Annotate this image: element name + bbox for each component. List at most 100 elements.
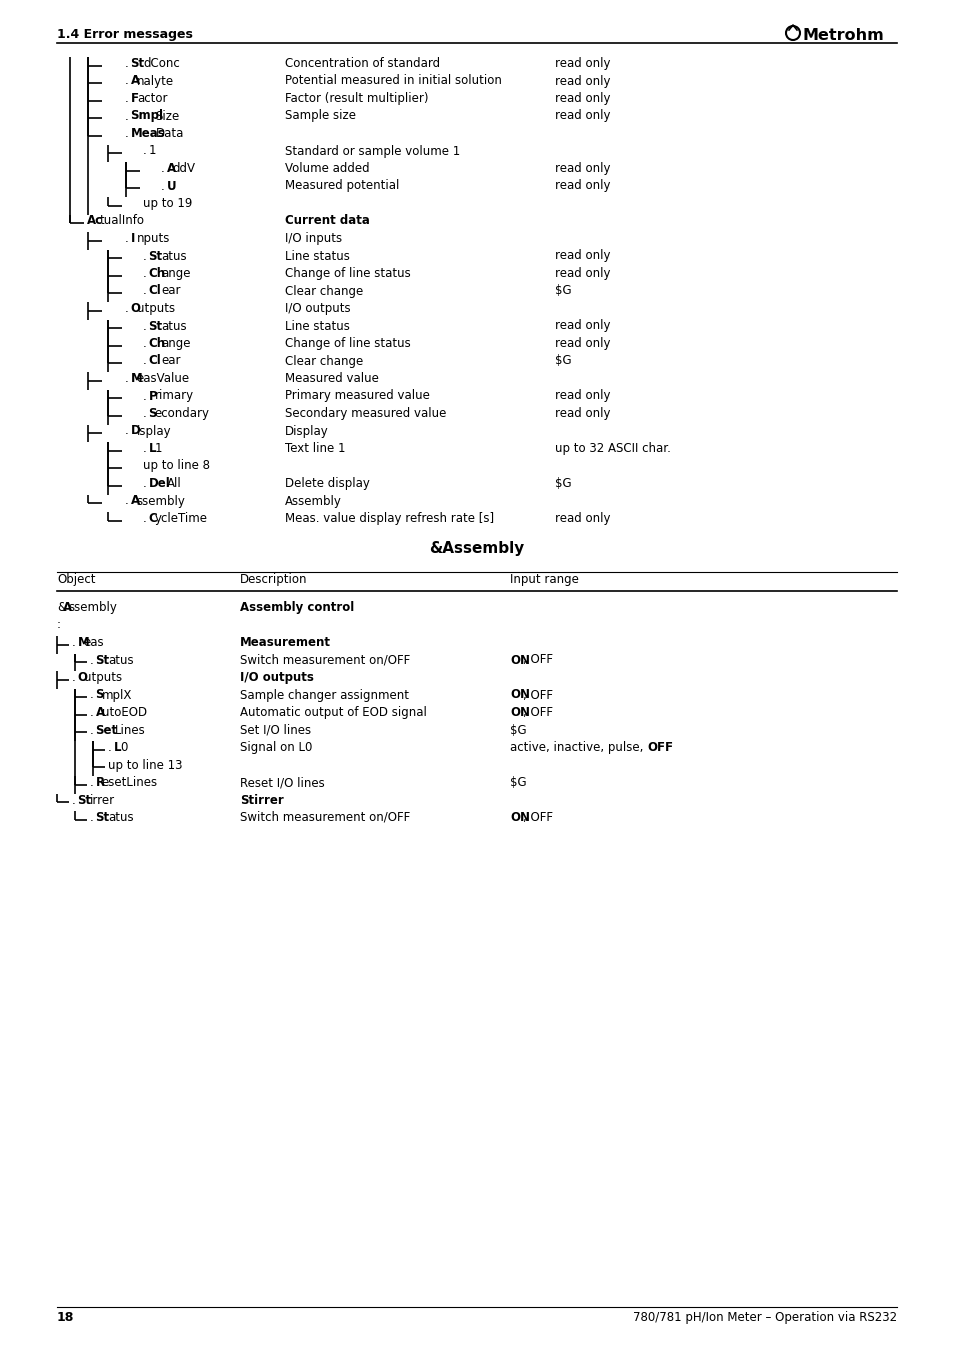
Text: Standard or sample volume 1: Standard or sample volume 1 (285, 145, 459, 158)
Text: read only: read only (555, 57, 610, 70)
Text: Volume added: Volume added (285, 162, 369, 176)
Text: nalyte: nalyte (136, 74, 173, 88)
Text: All: All (167, 477, 182, 490)
Text: St: St (77, 793, 91, 807)
Text: S: S (95, 689, 104, 701)
Text: utputs: utputs (136, 303, 174, 315)
Text: .: . (71, 671, 75, 684)
Text: Primary measured value: Primary measured value (285, 389, 430, 403)
Text: .: . (143, 336, 147, 350)
Text: mplX: mplX (102, 689, 132, 701)
Text: &: & (57, 601, 66, 613)
Text: read only: read only (555, 162, 610, 176)
Text: A: A (131, 74, 139, 88)
Text: .: . (143, 389, 147, 403)
Text: Clear change: Clear change (285, 285, 363, 297)
Text: .: . (108, 740, 112, 754)
Text: read only: read only (555, 250, 610, 262)
Text: Set: Set (95, 724, 117, 736)
Text: I/O inputs: I/O inputs (285, 232, 342, 245)
Text: atus: atus (108, 811, 133, 824)
Text: .: . (125, 92, 129, 105)
Text: .: . (90, 707, 93, 719)
Text: D: D (131, 424, 140, 438)
Text: OFF: OFF (647, 740, 673, 754)
Text: Ch: Ch (149, 336, 166, 350)
Text: Meas. value display refresh rate [s]: Meas. value display refresh rate [s] (285, 512, 494, 526)
Text: .: . (90, 724, 93, 736)
Text: Measurement: Measurement (240, 636, 331, 648)
Text: ON: ON (510, 811, 530, 824)
Text: read only: read only (555, 92, 610, 105)
Text: ange: ange (161, 336, 191, 350)
Text: Switch measurement on/OFF: Switch measurement on/OFF (240, 654, 410, 666)
Text: Smpl: Smpl (131, 109, 163, 123)
Text: Description: Description (240, 574, 307, 586)
Text: ear: ear (161, 285, 180, 297)
Text: up to line 13: up to line 13 (108, 758, 182, 771)
Text: Sample size: Sample size (285, 109, 355, 123)
Text: O: O (131, 303, 140, 315)
Text: O: O (77, 671, 88, 684)
Text: tualInfo: tualInfo (99, 215, 145, 227)
Text: atus: atus (161, 250, 187, 262)
Text: .: . (143, 285, 147, 297)
Text: St: St (95, 811, 110, 824)
Text: , OFF: , OFF (522, 654, 552, 666)
Text: Secondary measured value: Secondary measured value (285, 407, 446, 420)
Text: Current data: Current data (285, 215, 370, 227)
Text: Size: Size (155, 109, 180, 123)
Text: .: . (143, 442, 147, 455)
Text: read only: read only (555, 319, 610, 332)
Text: Del: Del (149, 477, 170, 490)
Text: ssembly: ssembly (136, 494, 186, 508)
Text: read only: read only (555, 267, 610, 280)
Text: Cl: Cl (149, 285, 161, 297)
Text: C: C (149, 512, 157, 526)
Text: .: . (125, 232, 129, 245)
Text: .: . (143, 250, 147, 262)
Text: Ch: Ch (149, 267, 166, 280)
Text: ear: ear (161, 354, 180, 367)
Text: .: . (90, 689, 93, 701)
Text: ON: ON (510, 654, 530, 666)
Text: isplay: isplay (136, 424, 172, 438)
Text: .: . (90, 654, 93, 666)
Text: Assembly: Assembly (285, 494, 341, 508)
Text: Clear change: Clear change (285, 354, 363, 367)
Text: .: . (71, 636, 75, 648)
Text: M: M (131, 372, 142, 385)
Text: .: . (71, 793, 75, 807)
Text: Data: Data (155, 127, 184, 141)
Text: .: . (143, 512, 147, 526)
Text: .: . (90, 811, 93, 824)
Text: read only: read only (555, 407, 610, 420)
Text: .: . (125, 424, 129, 438)
Text: ssembly: ssembly (69, 601, 117, 613)
Text: Line status: Line status (285, 319, 350, 332)
Text: I/O outputs: I/O outputs (240, 671, 314, 684)
Text: utoEOD: utoEOD (102, 707, 147, 719)
Text: .: . (125, 372, 129, 385)
Text: Stirrer: Stirrer (240, 793, 283, 807)
Text: read only: read only (555, 336, 610, 350)
Text: St: St (95, 654, 110, 666)
Text: Potential measured in initial solution: Potential measured in initial solution (285, 74, 501, 88)
Text: A: A (167, 162, 175, 176)
Text: , OFF: , OFF (522, 811, 552, 824)
Text: Sample changer assignment: Sample changer assignment (240, 689, 409, 701)
Text: active, inactive, pulse,: active, inactive, pulse, (510, 740, 646, 754)
Text: St: St (149, 319, 162, 332)
Text: $G: $G (555, 477, 571, 490)
Text: .: . (161, 162, 165, 176)
Text: .: . (125, 303, 129, 315)
Text: econdary: econdary (154, 407, 210, 420)
Text: :: : (57, 619, 61, 631)
Text: $G: $G (555, 285, 571, 297)
Text: Ac: Ac (87, 215, 103, 227)
Text: .: . (125, 57, 129, 70)
Text: 0: 0 (120, 740, 127, 754)
Text: Signal on L0: Signal on L0 (240, 740, 312, 754)
Text: Measured potential: Measured potential (285, 180, 399, 192)
Text: Line status: Line status (285, 250, 350, 262)
